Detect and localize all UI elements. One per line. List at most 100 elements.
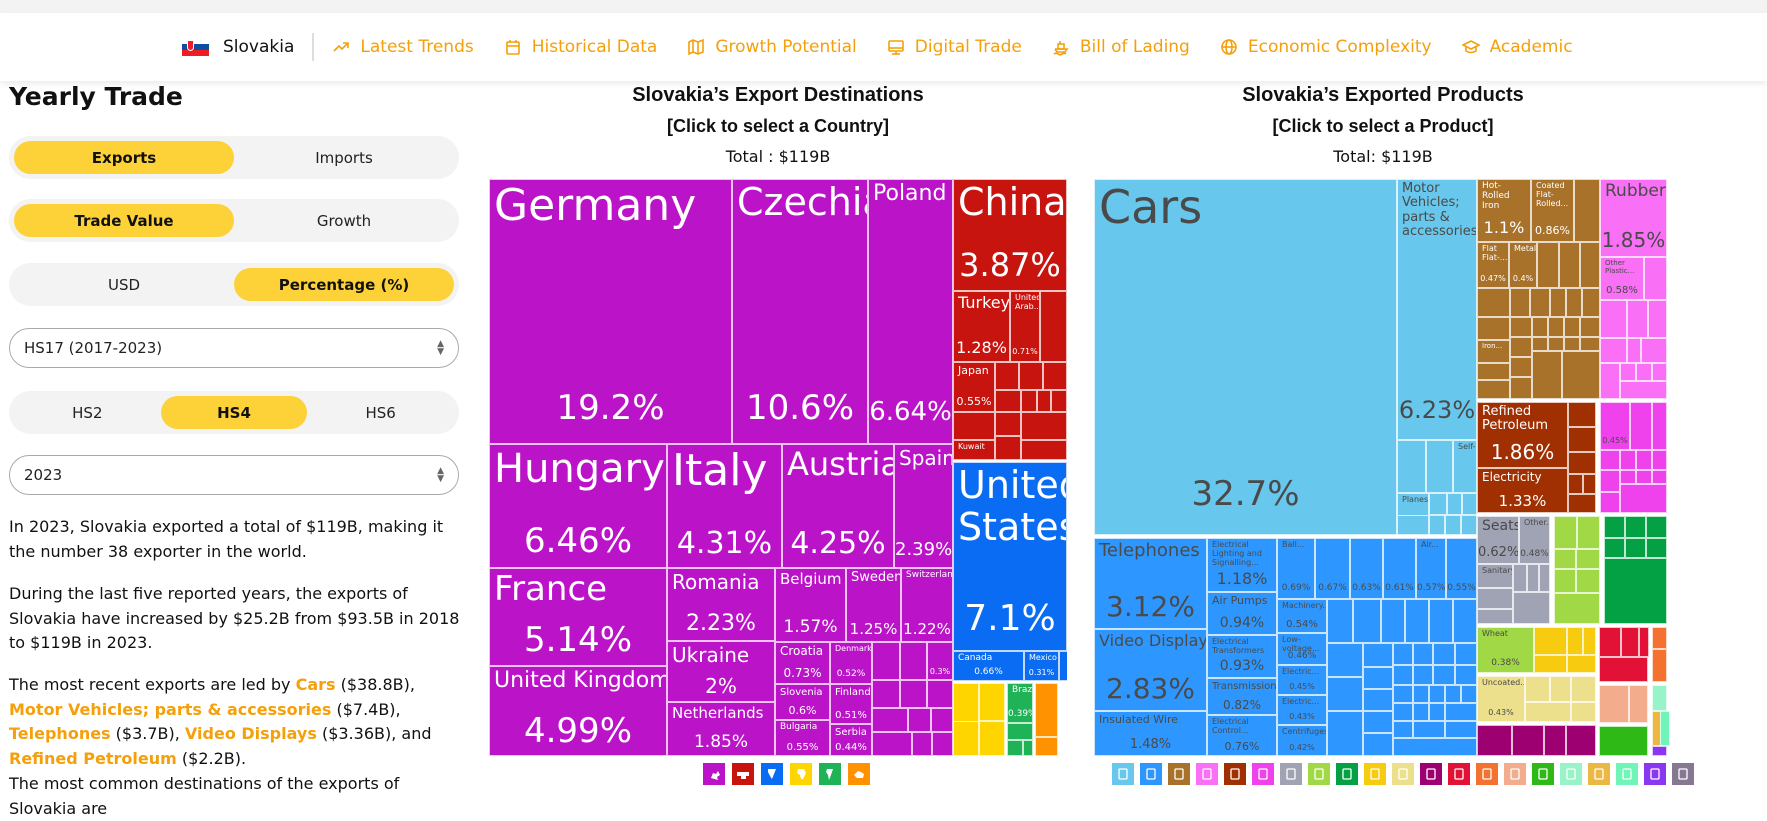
tile[interactable] [1576, 569, 1600, 593]
tile[interactable] [1583, 474, 1596, 494]
tile-austria[interactable]: Austria 4.25% [782, 444, 894, 568]
legend-oceania-icon[interactable] [848, 763, 870, 785]
tile[interactable] [1582, 288, 1600, 317]
legend-animal-products-icon[interactable] [1504, 763, 1526, 785]
tile-video-displays[interactable]: Video Displays 2.83% [1094, 629, 1207, 711]
tile[interactable] [1477, 609, 1513, 624]
tile[interactable] [1566, 288, 1582, 317]
tile[interactable] [1580, 317, 1600, 337]
hs2-button[interactable]: HS2 [72, 403, 103, 422]
legend-instruments-icon[interactable] [1420, 763, 1442, 785]
tile-germany[interactable]: Germany 19.2% [489, 179, 732, 444]
tile[interactable] [1023, 740, 1033, 756]
tile[interactable] [1652, 746, 1667, 756]
tile[interactable] [1652, 685, 1667, 711]
tile-coated-flat-rolled[interactable]: Coated Flat-Rolled... 0.86% [1531, 179, 1574, 242]
tile[interactable] [1461, 685, 1477, 703]
tile[interactable] [1620, 470, 1636, 484]
tile[interactable] [1405, 599, 1429, 643]
tile[interactable] [1059, 651, 1067, 681]
tile[interactable] [1363, 643, 1393, 667]
tile-transmissions[interactable]: Transmissions 0.82% [1207, 678, 1277, 715]
tile[interactable] [1445, 685, 1461, 703]
tile[interactable] [1548, 337, 1564, 351]
tile[interactable] [1043, 362, 1067, 390]
tile-china[interactable]: China 3.87% [953, 179, 1067, 291]
tile-kuwait[interactable]: Kuwait [953, 440, 995, 460]
link-telephones[interactable]: Telephones [9, 724, 111, 743]
legend-transportation-icon[interactable] [1112, 763, 1134, 785]
tile[interactable] [1629, 685, 1648, 723]
tile-electrical-lighting-and-signalling[interactable]: Electrical Lighting and Signalling... 1.1… [1207, 538, 1277, 592]
tile[interactable] [1445, 515, 1461, 535]
tile[interactable] [1571, 676, 1596, 702]
legend-machines-icon[interactable] [1140, 763, 1162, 785]
tile[interactable] [1393, 685, 1413, 703]
tile-hungary[interactable]: Hungary 6.46% [489, 444, 667, 568]
tile-tile[interactable]: 0.67% [1315, 538, 1350, 599]
tile[interactable] [1652, 402, 1667, 450]
legend-paper-goods-icon[interactable] [1392, 763, 1414, 785]
tile-wheat[interactable]: Wheat 0.38% [1477, 627, 1534, 673]
tile[interactable] [1021, 412, 1067, 440]
tile[interactable] [1627, 300, 1648, 338]
tile-poland[interactable]: Poland 6.64% [868, 179, 953, 444]
tile[interactable] [1564, 317, 1580, 337]
tile[interactable] [1554, 516, 1577, 549]
tile-brazil[interactable]: Brazil 0.39% [1007, 683, 1033, 723]
tile[interactable] [908, 708, 931, 732]
tile[interactable] [1537, 242, 1559, 288]
nav-link-bill-of-lading[interactable]: Bill of Lading [1052, 37, 1190, 57]
tile-cars[interactable]: Cars 32.7% [1094, 179, 1397, 535]
tile[interactable] [1604, 558, 1667, 624]
tile[interactable] [1525, 676, 1550, 702]
tile[interactable] [1397, 440, 1426, 493]
tile[interactable] [1381, 599, 1405, 643]
tile[interactable] [1007, 740, 1023, 756]
tile[interactable] [1426, 440, 1453, 493]
tile[interactable] [1600, 450, 1620, 470]
tile-united-arab[interactable]: United Arab... 0.71% [1010, 291, 1040, 362]
tile[interactable] [1568, 452, 1596, 474]
tile[interactable] [1363, 667, 1393, 689]
tile[interactable] [1530, 288, 1550, 317]
tile[interactable] [1327, 643, 1363, 677]
legend-textiles-icon[interactable] [1336, 763, 1358, 785]
tile[interactable] [1576, 549, 1600, 569]
tile[interactable] [1037, 390, 1051, 412]
tile[interactable] [979, 683, 1005, 721]
tile[interactable] [1620, 363, 1636, 381]
legend-mineral-products-icon[interactable] [1224, 763, 1246, 785]
tile[interactable] [1636, 470, 1652, 484]
tile[interactable] [1363, 711, 1393, 733]
tile[interactable] [1327, 711, 1363, 756]
legend-south-america-icon[interactable] [819, 763, 841, 785]
tile[interactable] [1021, 440, 1067, 460]
tile[interactable] [872, 642, 900, 680]
tile-italy[interactable]: Italy 4.31% [667, 444, 782, 568]
legend-animal-hides-icon[interactable] [1588, 763, 1610, 785]
tile[interactable] [1513, 564, 1527, 592]
tile-croatia[interactable]: Croatia 0.73% [775, 642, 830, 684]
tile[interactable] [1554, 549, 1576, 569]
tile[interactable] [1040, 291, 1067, 362]
tile[interactable] [1532, 317, 1548, 337]
tile[interactable] [1429, 703, 1445, 721]
tile[interactable] [1453, 599, 1477, 643]
tile[interactable] [1625, 538, 1646, 558]
tile[interactable] [1568, 474, 1583, 494]
tile-air[interactable]: Air... 0.57% [1416, 538, 1446, 599]
tile-machinery[interactable]: Machinery... 0.54% [1277, 599, 1327, 633]
tile[interactable] [1604, 538, 1625, 558]
tile[interactable] [1600, 363, 1620, 399]
tile-insulated-wire[interactable]: Insulated Wire 1.48% [1094, 711, 1207, 756]
tile[interactable] [1567, 655, 1596, 673]
legend-animal-and-vegetable-bi-products-icon[interactable] [1532, 763, 1554, 785]
hs6-button[interactable]: HS6 [365, 403, 396, 422]
tile[interactable] [1534, 627, 1567, 655]
tile-motor-vehicles-parts-accessories[interactable]: Motor Vehicles; parts & accessories 6.23% [1397, 179, 1477, 440]
tile[interactable] [1548, 317, 1564, 337]
legend-metals-icon[interactable] [1168, 763, 1190, 785]
legend-miscellaneous-icon[interactable] [1280, 763, 1302, 785]
tile[interactable] [1413, 665, 1433, 685]
